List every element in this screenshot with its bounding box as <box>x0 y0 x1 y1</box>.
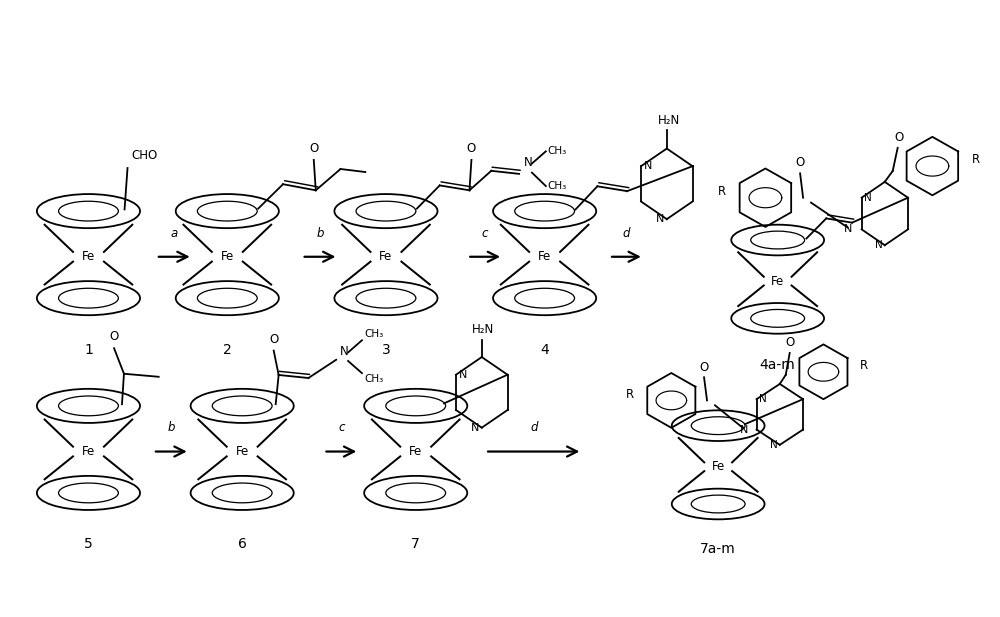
Text: c: c <box>482 226 488 240</box>
Text: N: N <box>470 423 479 433</box>
Text: N: N <box>875 240 883 250</box>
Text: N: N <box>844 225 853 234</box>
Text: O: O <box>699 360 709 374</box>
Text: N: N <box>655 214 664 224</box>
Text: N: N <box>770 440 778 450</box>
Text: CH₃: CH₃ <box>364 375 383 384</box>
Text: 2: 2 <box>223 342 232 357</box>
Text: O: O <box>109 330 119 343</box>
Text: CH₃: CH₃ <box>548 146 567 156</box>
Text: Fe: Fe <box>236 445 249 458</box>
Text: O: O <box>309 142 318 155</box>
Text: H₂N: H₂N <box>472 323 494 336</box>
Text: R: R <box>718 185 726 198</box>
Text: N: N <box>644 161 652 171</box>
Text: Fe: Fe <box>538 251 551 263</box>
Text: d: d <box>623 226 630 240</box>
Text: N: N <box>864 193 871 203</box>
Text: 1: 1 <box>84 342 93 357</box>
Text: 7: 7 <box>411 537 420 552</box>
Text: 4a-m: 4a-m <box>760 358 796 372</box>
Text: b: b <box>316 226 324 240</box>
Text: a: a <box>171 226 178 240</box>
Text: N: N <box>740 424 749 434</box>
Text: CH₃: CH₃ <box>364 329 383 339</box>
Text: N: N <box>459 370 467 379</box>
Text: O: O <box>795 156 805 169</box>
Text: O: O <box>785 336 794 349</box>
Text: Fe: Fe <box>82 251 95 263</box>
Text: Fe: Fe <box>771 275 784 288</box>
Text: 5: 5 <box>84 537 93 552</box>
Text: O: O <box>894 131 903 144</box>
Text: Fe: Fe <box>379 251 393 263</box>
Text: 4: 4 <box>540 342 549 357</box>
Text: Fe: Fe <box>221 251 234 263</box>
Text: Fe: Fe <box>82 445 95 458</box>
Text: 7a-m: 7a-m <box>700 542 736 557</box>
Text: H₂N: H₂N <box>658 114 680 126</box>
Text: N: N <box>759 394 766 404</box>
Text: Fe: Fe <box>712 460 725 473</box>
Text: Fe: Fe <box>409 445 422 458</box>
Text: R: R <box>626 388 634 401</box>
Text: CHO: CHO <box>131 149 158 162</box>
Text: 6: 6 <box>238 537 247 552</box>
Text: O: O <box>269 333 278 346</box>
Text: O: O <box>467 142 476 155</box>
Text: b: b <box>168 421 175 434</box>
Text: 3: 3 <box>382 342 390 357</box>
Text: N: N <box>524 156 533 169</box>
Text: R: R <box>972 154 980 167</box>
Text: d: d <box>530 421 537 434</box>
Text: R: R <box>860 359 868 372</box>
Text: c: c <box>338 421 345 434</box>
Text: CH₃: CH₃ <box>548 181 567 191</box>
Text: N: N <box>340 345 349 358</box>
